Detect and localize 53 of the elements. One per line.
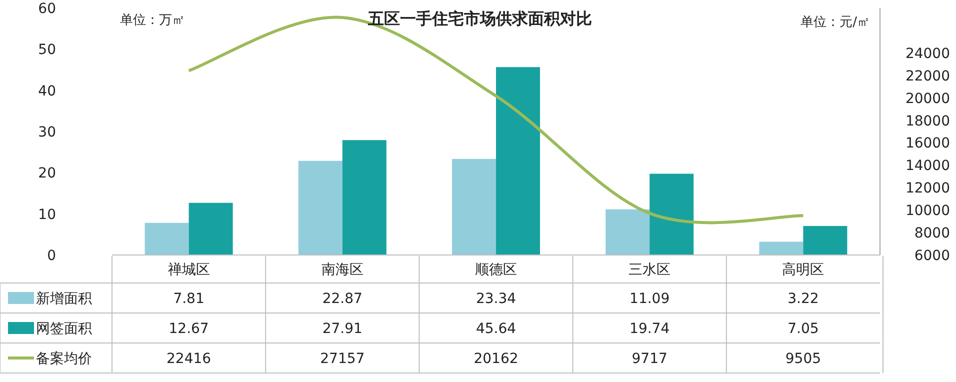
data-label: 9717	[632, 351, 668, 367]
bar	[298, 160, 342, 255]
y2-tick-label: 20000	[905, 90, 950, 107]
x-tick-label: 三水区	[628, 262, 671, 278]
legend-label: 网签面积	[36, 321, 92, 337]
y-tick-label: 10	[38, 206, 56, 223]
x-tick-label: 禅城区	[168, 262, 210, 278]
data-label: 27.91	[322, 321, 362, 337]
y2-tick-label: 10000	[905, 203, 950, 220]
x-tick-label: 高明区	[782, 262, 824, 278]
data-label: 7.81	[173, 291, 204, 307]
y-tick-label: 30	[38, 124, 56, 140]
annotation: 单位：元/㎡	[800, 15, 870, 30]
bar	[803, 226, 848, 255]
bar	[496, 67, 540, 255]
data-label: 45.64	[476, 321, 516, 337]
legend-label: 新增面积	[36, 291, 92, 307]
data-label: 7.05	[788, 321, 819, 337]
data-label: 11.09	[630, 291, 670, 307]
y2-tick-label: 22000	[905, 68, 950, 84]
y2-tick-label: 18000	[905, 113, 950, 130]
y2-tick-label: 12000	[905, 180, 950, 197]
bar	[144, 222, 189, 255]
bar	[342, 140, 386, 255]
y-tick-label: 20	[38, 166, 56, 182]
y2-tick-label: 16000	[905, 136, 950, 152]
y-tick-label: 50	[38, 42, 56, 58]
data-label: 3.22	[788, 291, 819, 307]
bar	[452, 158, 496, 255]
y-tick-label: 40	[38, 83, 56, 100]
data-label: 20162	[474, 351, 518, 367]
data-label: 27157	[320, 351, 365, 367]
chart-title: 五区一手住宅市场供求面积对比	[367, 9, 592, 28]
annotation: 单位：万㎡	[120, 13, 185, 28]
y-tick-label: 0	[47, 248, 56, 264]
data-label: 9505	[785, 351, 822, 367]
bar	[188, 202, 233, 255]
y-tick-label: 60	[38, 1, 56, 17]
data-label: 12.67	[168, 321, 209, 337]
data-label: 22416	[166, 351, 212, 367]
data-label: 23.34	[476, 291, 516, 307]
bar	[606, 209, 650, 255]
bar	[650, 174, 694, 255]
y2-tick-label: 14000	[905, 158, 950, 174]
x-tick-label: 南海区	[321, 262, 364, 278]
bar	[759, 242, 804, 255]
data-label: 22.87	[322, 291, 362, 307]
x-tick-label: 顺德区	[475, 262, 517, 278]
data-label: 19.74	[630, 321, 670, 337]
legend-label: 备案均价	[36, 350, 92, 367]
y2-tick-label: 24000	[905, 46, 950, 62]
y2-tick-label: 8000	[914, 226, 950, 242]
y2-tick-label: 6000	[914, 248, 950, 264]
